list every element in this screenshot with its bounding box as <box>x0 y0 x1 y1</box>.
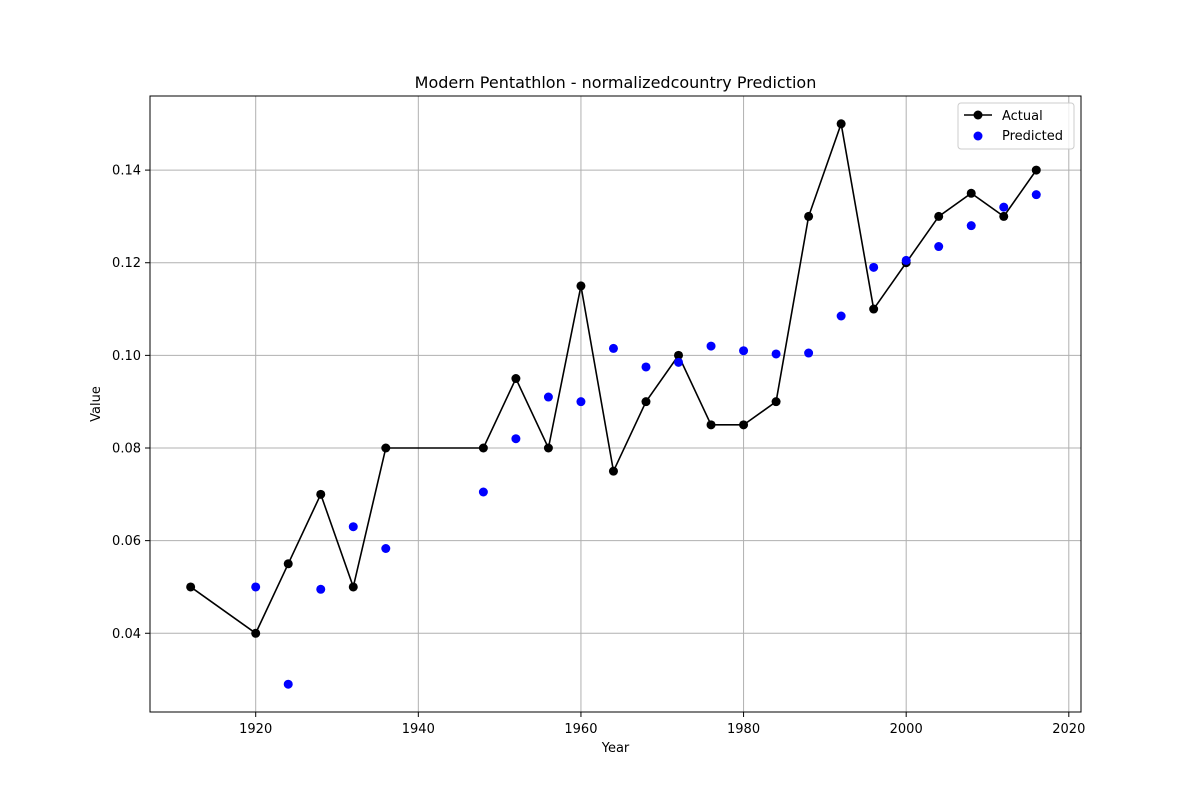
y-tick-label: 0.10 <box>112 349 141 364</box>
x-axis-label: Year <box>601 741 630 756</box>
actual-point <box>576 281 586 291</box>
predicted-point <box>966 221 976 231</box>
actual-point <box>641 397 651 407</box>
predicted-point <box>543 392 553 402</box>
predicted-point <box>316 584 326 594</box>
predicted-point <box>283 679 293 689</box>
actual-point <box>869 304 879 314</box>
actual-point <box>478 443 488 453</box>
axis-ticks: 1920 1940 1960 1980 2000 2020 0.04 0.06 0.08 0.10… <box>112 164 1085 737</box>
predicted-point <box>511 434 521 444</box>
predicted-point <box>901 255 911 265</box>
actual-point <box>283 559 293 569</box>
legend-predicted-label: Predicted <box>1002 129 1063 144</box>
legend-actual-marker <box>973 110 983 120</box>
predicted-point <box>478 487 488 497</box>
actual-point <box>674 350 684 360</box>
actual-point <box>608 466 618 476</box>
actual-point <box>739 420 749 430</box>
actual-point <box>934 211 944 221</box>
actual-point <box>511 374 521 384</box>
predicted-point <box>674 357 684 367</box>
chart-title: Modern Pentathlon - normalizedcountry Pr… <box>415 73 817 92</box>
actual-point <box>381 443 391 453</box>
predicted-point <box>706 341 716 351</box>
legend-actual-label: Actual <box>1002 109 1043 124</box>
x-tick-label: 1920 <box>239 722 272 737</box>
axes <box>149 95 1082 713</box>
predicted-point <box>869 262 879 272</box>
actual-point <box>966 188 976 198</box>
legend: Actual Predicted <box>957 102 1075 150</box>
plot-frame <box>149 95 1082 713</box>
predicted-point <box>1031 190 1041 200</box>
predicted-point <box>771 349 781 359</box>
x-tick-label: 2020 <box>1052 722 1085 737</box>
actual-point <box>348 582 358 592</box>
predicted-point <box>836 311 846 321</box>
x-tick-label: 1940 <box>402 722 435 737</box>
y-tick-label: 0.12 <box>112 256 141 271</box>
predicted-point <box>576 397 586 407</box>
predicted-point <box>999 202 1009 212</box>
series <box>186 119 1041 689</box>
predicted-point <box>251 582 261 592</box>
y-tick-label: 0.08 <box>112 442 141 457</box>
actual-point <box>1031 165 1041 175</box>
predicted-point <box>804 348 814 358</box>
actual-series-line <box>190 120 1037 635</box>
predicted-point <box>739 346 749 356</box>
legend-predicted-marker <box>973 131 983 141</box>
x-tick-label: 2000 <box>890 722 923 737</box>
predicted-point <box>641 362 651 372</box>
y-tick-label: 0.06 <box>112 534 141 549</box>
predicted-point <box>348 522 358 532</box>
actual-point <box>543 443 553 453</box>
predicted-point <box>934 242 944 252</box>
actual-point <box>999 211 1009 221</box>
y-axis-label: Value <box>89 386 104 422</box>
actual-point <box>804 211 814 221</box>
actual-point <box>251 628 261 638</box>
actual-point <box>771 397 781 407</box>
actual-point <box>186 582 196 592</box>
y-tick-label: 0.14 <box>112 164 141 179</box>
x-tick-label: 1960 <box>564 722 597 737</box>
x-tick-label: 1980 <box>727 722 760 737</box>
y-tick-label: 0.04 <box>112 627 141 642</box>
predicted-point <box>381 544 391 554</box>
predicted-point <box>608 343 618 353</box>
actual-point <box>836 119 846 129</box>
actual-point <box>316 489 326 499</box>
actual-point <box>706 420 716 430</box>
